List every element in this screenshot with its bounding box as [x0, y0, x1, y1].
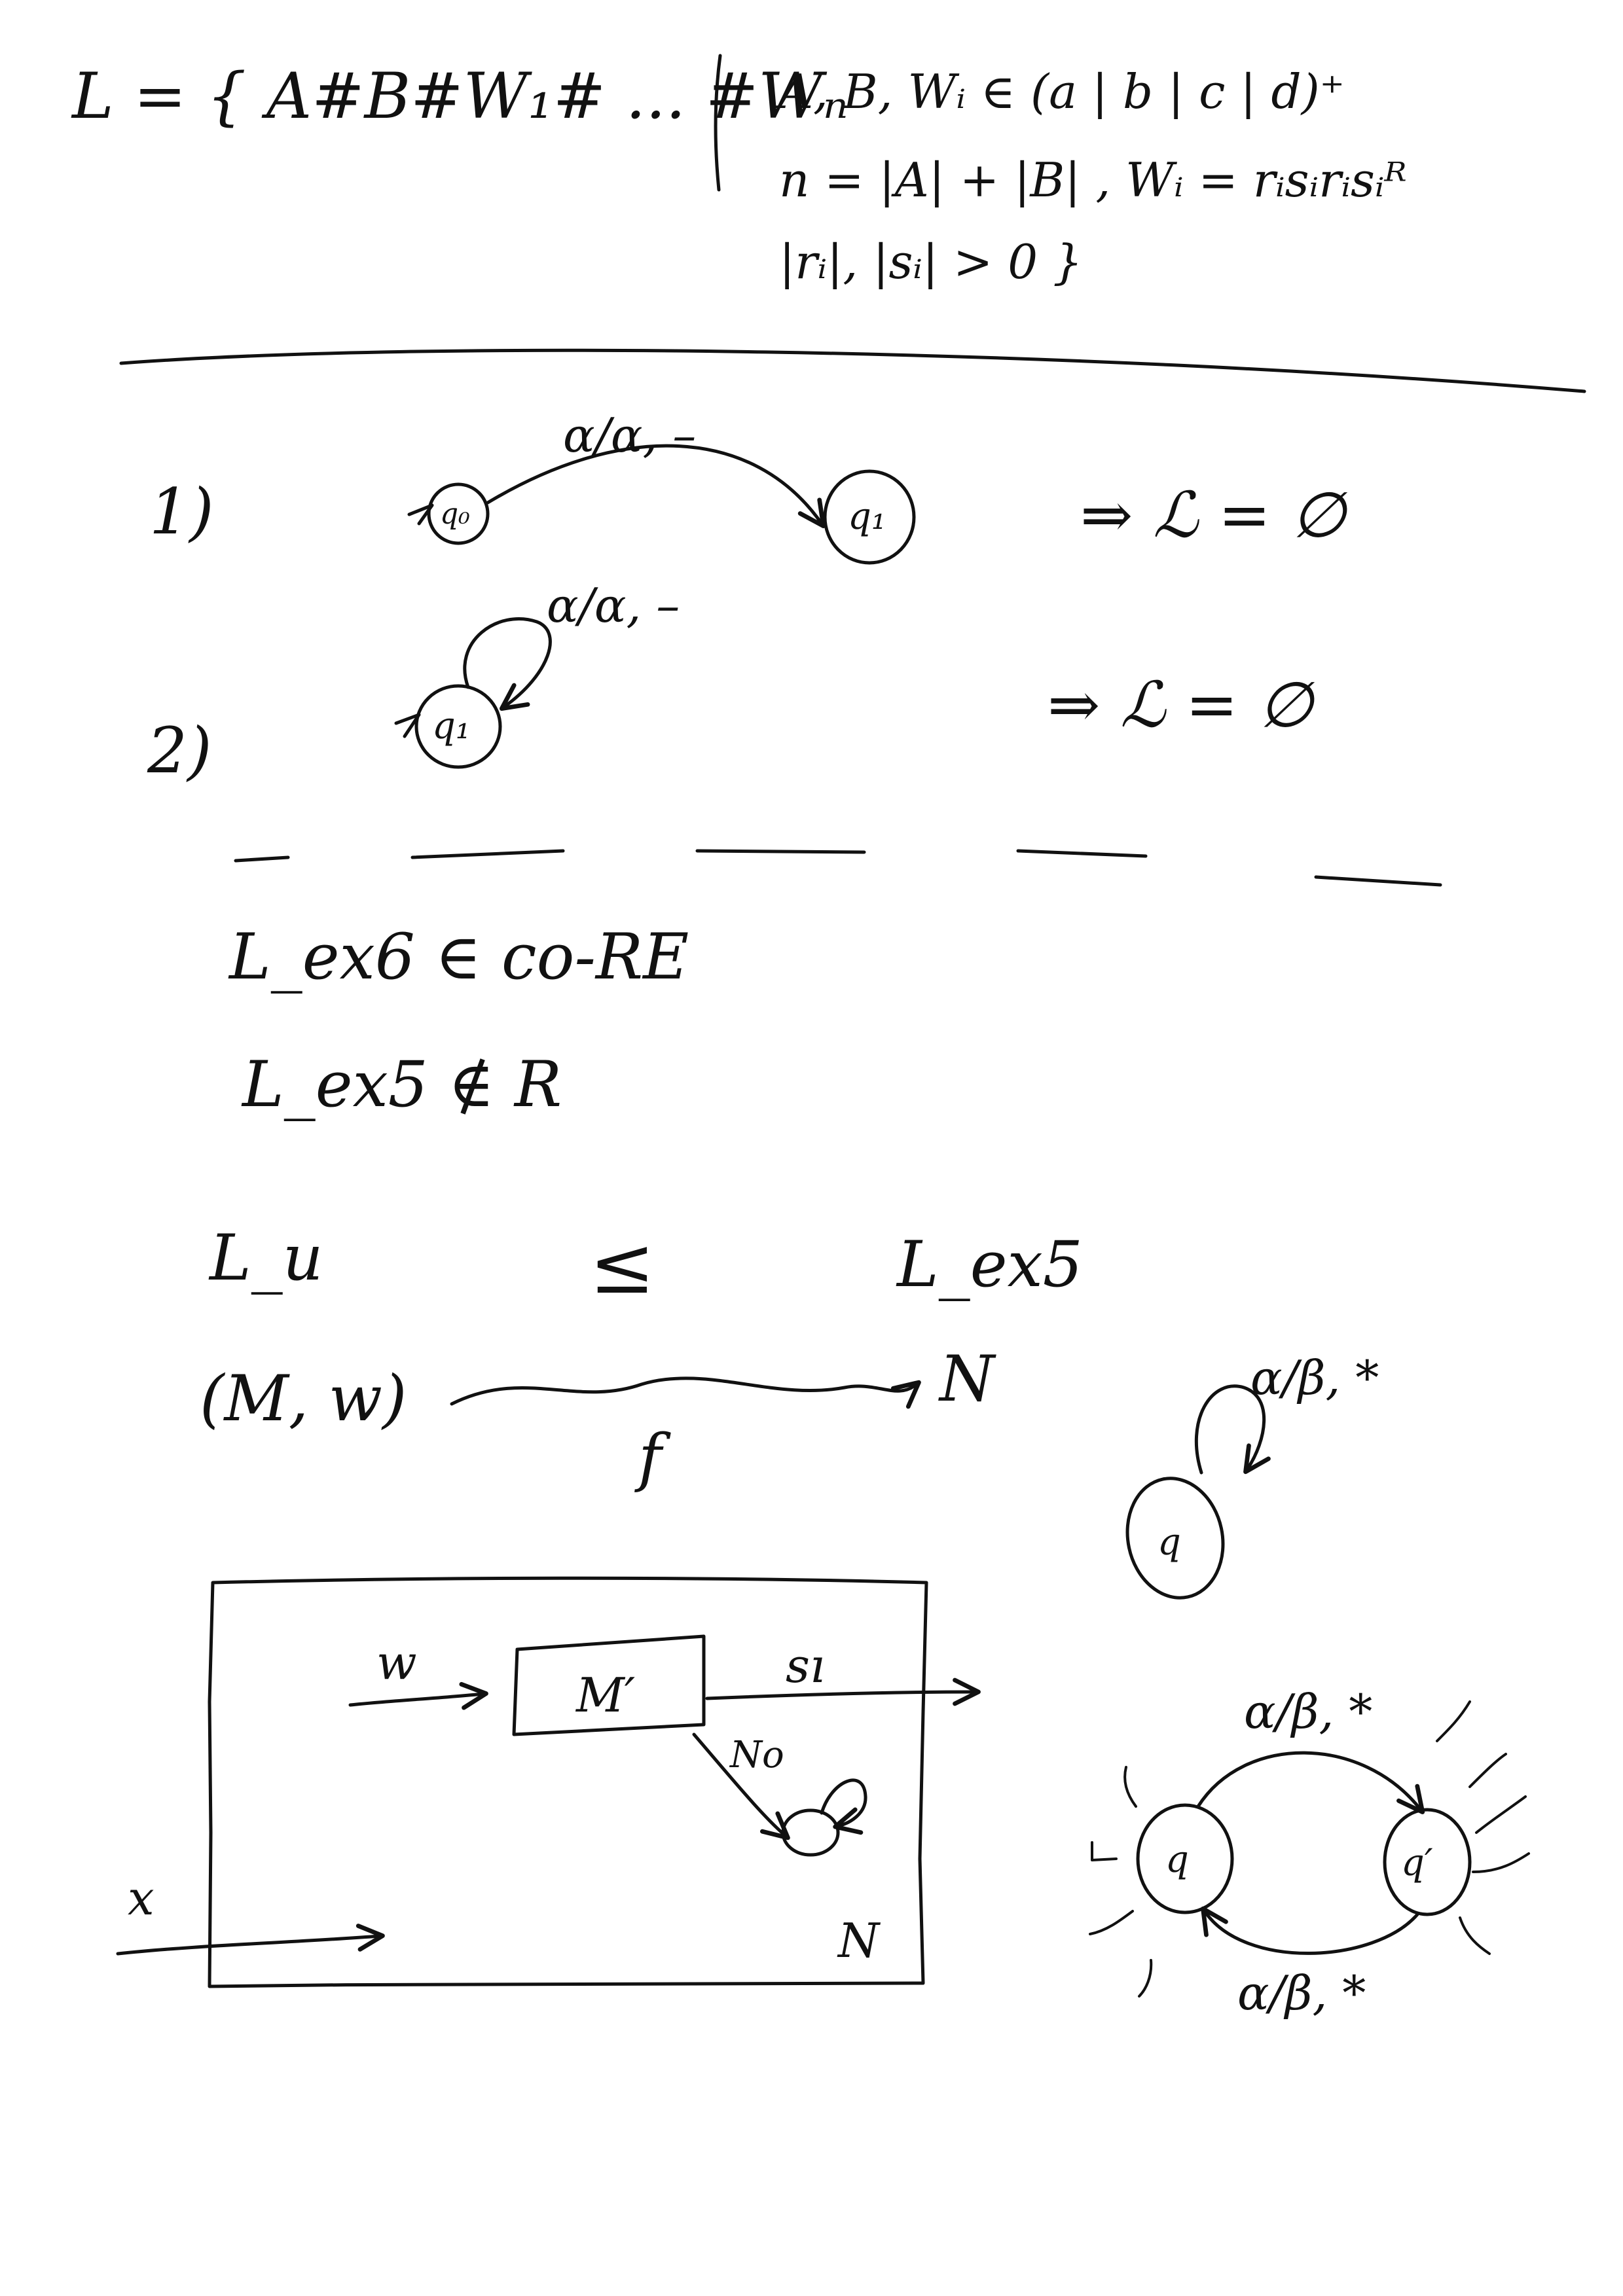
two-state-diagram: q q′ α/β, * α/β, *	[1089, 1684, 1530, 2020]
state-q-left-label: q	[1165, 1839, 1189, 1881]
definition-block: L = { A#B#W₁# ... #Wₙ A, B, Wᵢ ∈ (a | b …	[71, 54, 1407, 289]
state-q0-label: q₀	[440, 497, 470, 531]
state-q-right-label: q′	[1401, 1842, 1433, 1884]
definition-condition-alphabet: A, B, Wᵢ ∈ (a | b | c | d)⁺	[775, 64, 1345, 119]
loop-state-self-loop	[1194, 1384, 1271, 1475]
case-1-start-arrow	[407, 503, 434, 526]
definition-main: L = { A#B#W₁# ... #Wₙ	[71, 60, 848, 133]
stroke-top-right-3	[1436, 1700, 1471, 1742]
stroke-bottom-right	[1459, 1916, 1491, 1955]
no-output-arrow	[692, 1732, 790, 1840]
case-2-transition-label: α/α, –	[547, 578, 680, 633]
stroke-left	[1091, 1841, 1118, 1861]
dash-4	[1016, 849, 1148, 858]
case-2-self-loop	[463, 617, 552, 711]
case-1-number: 1)	[149, 475, 214, 548]
machine-input-x-arrow	[116, 1924, 385, 1956]
claim-not-recursive: L_ex5 ∉ R	[241, 1048, 562, 1121]
top-transition-arrow	[1196, 1751, 1425, 1814]
machine-input-x-label: x	[128, 1871, 155, 1926]
dash-1	[234, 855, 290, 863]
state-q1-label: q₁	[848, 495, 886, 538]
state-q1	[823, 469, 916, 565]
machine-box: w M′ sı No x N	[116, 1576, 981, 1988]
case-2: 2) q₁ α/α, – ⇒ ℒ = ∅	[147, 578, 1316, 787]
stroke-bottom-left	[1138, 1959, 1153, 1998]
dash-5	[1314, 875, 1442, 887]
bottom-transition-arrow	[1201, 1906, 1419, 1955]
state-q1-self	[414, 684, 502, 769]
case-2-number: 2)	[147, 714, 212, 787]
case-1-transition-label: α/α, –	[563, 408, 696, 463]
state-q-left	[1136, 1803, 1234, 1914]
yes-output-label: sı	[786, 1638, 825, 1693]
loop-state-q-label: q	[1158, 1521, 1181, 1564]
definition-condition-length: n = |A| + |B| , Wᵢ = rᵢsᵢrᵢsᵢᴿ	[779, 152, 1407, 207]
stroke-top-right-2	[1475, 1795, 1527, 1834]
dashed-separator	[234, 849, 1442, 887]
case-1: 1) q₀ α/α, – q₁ ⇒ ℒ = ∅	[149, 408, 1349, 565]
machine-input-w-label: w	[376, 1635, 417, 1690]
surrounding-strokes	[1089, 1700, 1530, 1998]
top-transition-label: α/β, *	[1244, 1684, 1372, 1739]
case-1-transition-arrow	[486, 444, 826, 529]
reduction-input-pair: (M, w)	[200, 1362, 407, 1435]
reject-loop-state	[781, 1808, 840, 1857]
state-q-right	[1383, 1808, 1472, 1916]
machine-box-label: N	[837, 1913, 881, 1968]
bottom-transition-label: α/β, *	[1237, 1965, 1366, 2020]
reduction-function: f	[634, 1421, 671, 1494]
section-divider	[119, 348, 1586, 393]
dash-2	[410, 849, 565, 859]
claim-co-re: L_ex6 ∈ co-RE	[228, 920, 689, 994]
case-2-result: ⇒ ℒ = ∅	[1048, 668, 1316, 742]
reduction-output: N	[938, 1342, 996, 1416]
no-output-label: No	[729, 1734, 784, 1776]
stroke-top-left	[1123, 1766, 1137, 1808]
loop-state-q	[1125, 1477, 1225, 1600]
dash-3	[695, 849, 866, 854]
inner-machine-label: M′	[575, 1668, 635, 1723]
loop-state-diagram: q α/β, *	[1125, 1350, 1379, 1600]
machine-input-w-arrow	[348, 1681, 488, 1710]
state-q1-self-label: q₁	[432, 705, 470, 747]
reduction-relation: ≤	[589, 1221, 655, 1312]
definition-condition-positive: |rᵢ|, |sᵢ| > 0 }	[779, 234, 1083, 289]
stroke-right	[1472, 1852, 1530, 1873]
reduction-left-language: L_u	[208, 1221, 323, 1295]
reduction-wavy-arrow	[450, 1376, 921, 1409]
inner-machine-box	[512, 1634, 706, 1736]
reduction-right-language: L_ex5	[896, 1228, 1083, 1301]
stroke-top-right-1	[1468, 1753, 1507, 1788]
case-1-result: ⇒ ℒ = ∅	[1080, 478, 1349, 552]
stroke-left-low	[1089, 1910, 1134, 1935]
loop-state-transition-label: α/β, *	[1250, 1350, 1379, 1405]
claims-block: L_ex6 ∈ co-RE L_ex5 ∉ R	[228, 920, 689, 1121]
yes-output-arrow	[705, 1677, 981, 1706]
set-separator-bar	[714, 54, 722, 192]
state-q0	[427, 482, 490, 545]
reject-self-loop	[820, 1778, 867, 1835]
reduction-block: L_u ≤ L_ex5 (M, w) N f	[200, 1221, 1083, 1494]
machine-box-frame	[208, 1576, 928, 1988]
